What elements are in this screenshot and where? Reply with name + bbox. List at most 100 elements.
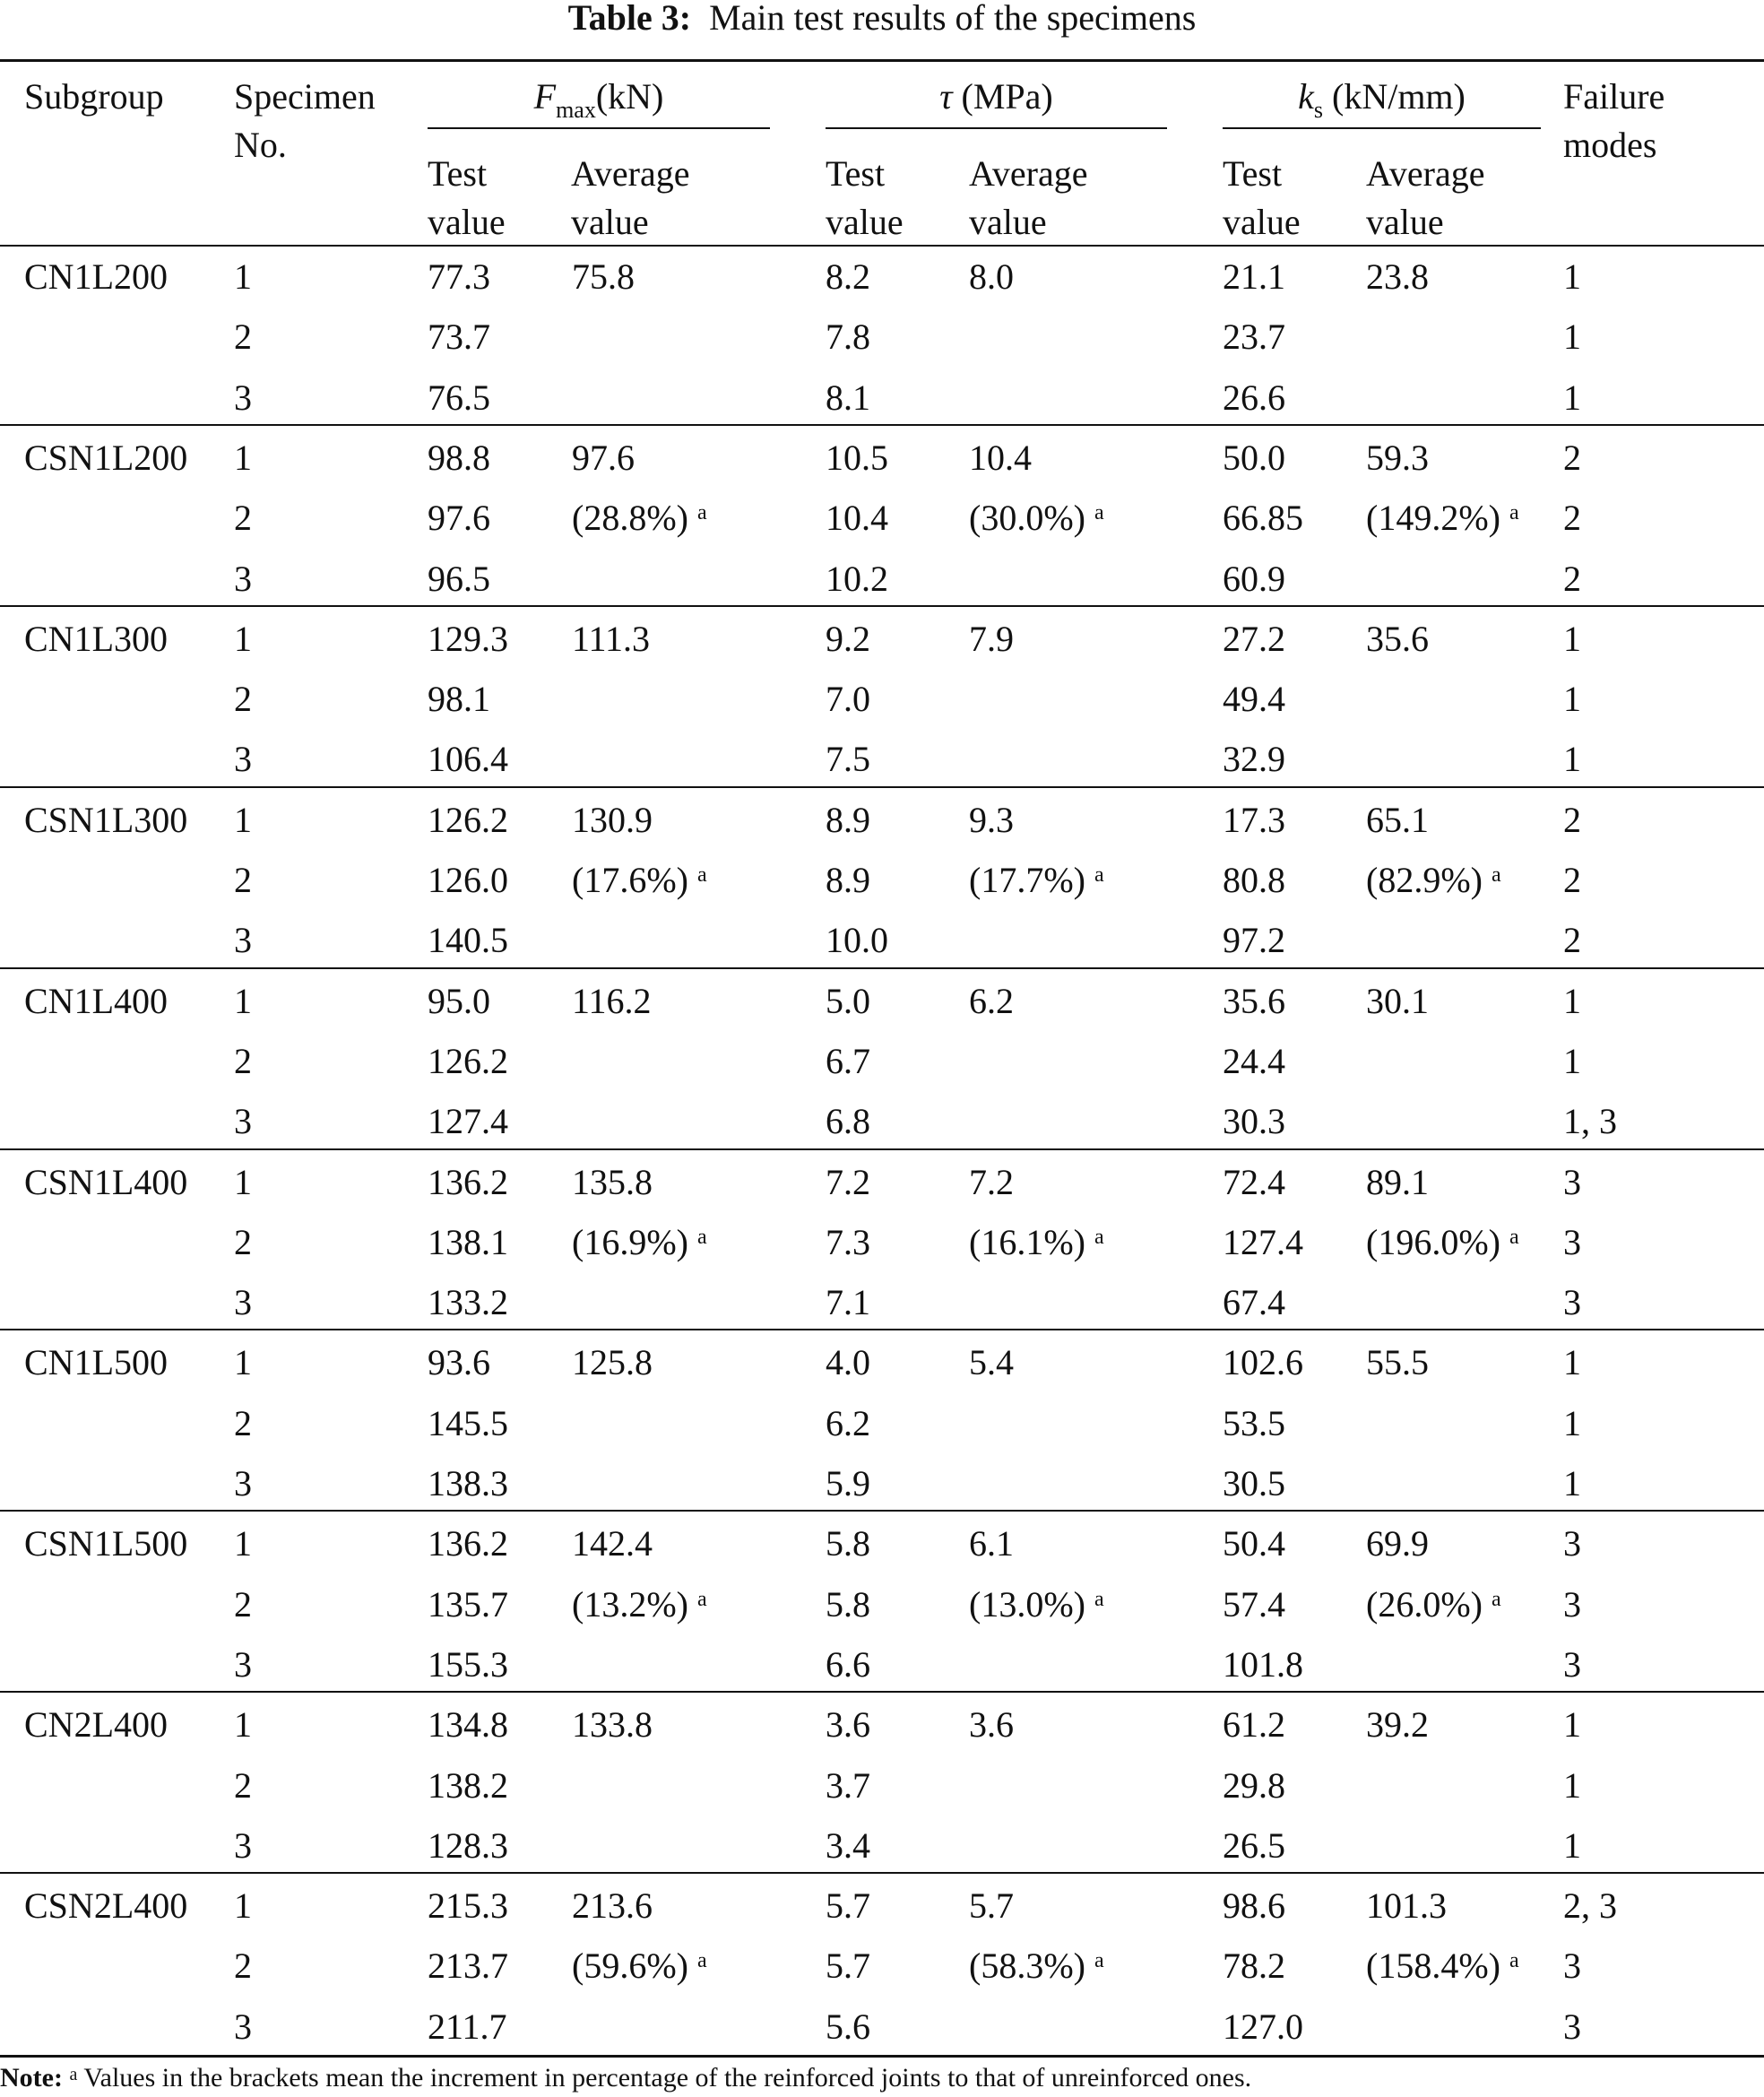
tau-test: 5.7: [826, 1945, 870, 1987]
subgroup-name: CN1L300: [24, 618, 168, 659]
fmax-test: 138.3: [428, 1463, 508, 1503]
header-tau-test-value: value: [826, 202, 904, 242]
ks-average: 30.1: [1366, 980, 1429, 1021]
tau-average: 5.7: [969, 1885, 1014, 1927]
failure-mode: 2: [1563, 920, 1581, 961]
failure-mode: 1: [1563, 256, 1581, 297]
ks-test: 127.4: [1223, 1221, 1303, 1262]
fmax-test: 77.3: [428, 256, 490, 297]
tau-increment: (13.0%) a: [969, 1583, 1104, 1625]
tau-average: 9.3: [969, 799, 1014, 840]
failure-mode: 1: [1563, 618, 1581, 659]
subgroup-name: CN1L400: [24, 980, 168, 1021]
ks-test: 67.4: [1223, 1282, 1285, 1323]
tau-average: 3.6: [969, 1704, 1014, 1746]
fmax-average: 135.8: [572, 1161, 653, 1202]
ks-test: 27.2: [1223, 618, 1285, 659]
bottom-rule: [0, 2055, 1764, 2058]
fmax-average: 130.9: [572, 799, 653, 840]
header-ks-average-value: value: [1366, 202, 1444, 242]
fmax-test: 213.7: [428, 1945, 508, 1987]
tau-increment: (17.7%) a: [969, 860, 1104, 900]
tau-test: 7.8: [826, 316, 870, 358]
header-subgroup: Subgroup: [24, 76, 164, 117]
specimen-no: 2: [234, 1402, 252, 1443]
ks-test: 49.4: [1223, 679, 1285, 720]
specimen-no: 1: [234, 1161, 252, 1202]
specimen-no: 3: [234, 920, 252, 961]
tau-test: 7.1: [826, 1282, 870, 1323]
failure-mode: 1: [1563, 1764, 1581, 1806]
tau-test: 8.2: [826, 256, 870, 297]
fmax-test: 98.8: [428, 437, 490, 478]
group-rule: [0, 1510, 1764, 1512]
fmax-increment: (13.2%) a: [572, 1583, 707, 1625]
fmax-test: 127.4: [428, 1101, 508, 1142]
group-rule: [0, 604, 1764, 607]
header-failure-modes: modes: [1563, 125, 1657, 165]
specimen-no: 2: [234, 679, 252, 720]
header-failure: Failure: [1563, 76, 1665, 117]
ks-average: 35.6: [1366, 618, 1429, 659]
failure-mode: 3: [1563, 1221, 1581, 1262]
fmax-test: 136.2: [428, 1161, 508, 1202]
fmax-average: 111.3: [572, 618, 651, 659]
fmax-test: 133.2: [428, 1282, 508, 1323]
failure-mode: 2: [1563, 558, 1581, 599]
failure-mode: 1: [1563, 1463, 1581, 1503]
fmax-increment: (17.6%) a: [572, 860, 707, 900]
failure-mode: 1: [1563, 739, 1581, 780]
fmax-average: 125.8: [572, 1342, 653, 1383]
failure-mode: 1: [1563, 1704, 1581, 1746]
ks-test: 97.2: [1223, 920, 1285, 961]
ks-average: 23.8: [1366, 256, 1429, 297]
ks-average: 39.2: [1366, 1704, 1429, 1746]
ks-test: 35.6: [1223, 980, 1285, 1021]
tau-increment: (30.0%) a: [969, 498, 1104, 539]
table-note: Note: a Values in the brackets mean the …: [0, 2063, 1252, 2093]
tau-test: 5.9: [826, 1463, 870, 1503]
fmax-rule: [428, 127, 770, 129]
failure-mode: 2: [1563, 498, 1581, 539]
ks-average: 65.1: [1366, 799, 1429, 840]
tau-test: 5.0: [826, 980, 870, 1021]
specimen-no: 2: [234, 1583, 252, 1625]
fmax-test: 76.5: [428, 377, 490, 418]
ks-increment: (158.4%) a: [1366, 1945, 1519, 1987]
header-rule: [0, 245, 1764, 247]
fmax-test: 145.5: [428, 1402, 508, 1443]
ks-test: 23.7: [1223, 316, 1285, 358]
group-rule: [0, 966, 1764, 969]
ks-test: 24.4: [1223, 1040, 1285, 1081]
ks-test: 127.0: [1223, 2006, 1303, 2047]
tau-test: 7.5: [826, 739, 870, 780]
header-ks-average-value: Average: [1366, 153, 1485, 194]
tau-test: 7.2: [826, 1161, 870, 1202]
ks-test: 50.4: [1223, 1523, 1285, 1564]
tau-test: 8.9: [826, 860, 870, 900]
ks-test: 66.85: [1223, 498, 1303, 539]
tau-rule: [826, 127, 1167, 129]
specimen-no: 2: [234, 1221, 252, 1262]
failure-mode: 3: [1563, 2006, 1581, 2047]
fmax-increment: (28.8%) a: [572, 498, 707, 539]
fmax-test: 129.3: [428, 618, 508, 659]
failure-mode: 3: [1563, 1282, 1581, 1323]
tau-average: 5.4: [969, 1342, 1014, 1383]
group-rule: [0, 423, 1764, 426]
failure-mode: 1: [1563, 316, 1581, 358]
specimen-no: 3: [234, 377, 252, 418]
ks-average: 55.5: [1366, 1342, 1429, 1383]
ks-test: 32.9: [1223, 739, 1285, 780]
fmax-test: 155.3: [428, 1643, 508, 1685]
fmax-test: 126.2: [428, 799, 508, 840]
header-specimen-no: No.: [234, 125, 287, 165]
ks-test: 30.5: [1223, 1463, 1285, 1503]
fmax-test: 93.6: [428, 1342, 490, 1383]
subgroup-name: CSN1L500: [24, 1523, 188, 1564]
subgroup-name: CSN1L200: [24, 437, 188, 478]
subgroup-name: CN1L500: [24, 1342, 168, 1383]
fmax-test: 97.6: [428, 498, 490, 539]
ks-test: 61.2: [1223, 1704, 1285, 1746]
specimen-no: 2: [234, 498, 252, 539]
